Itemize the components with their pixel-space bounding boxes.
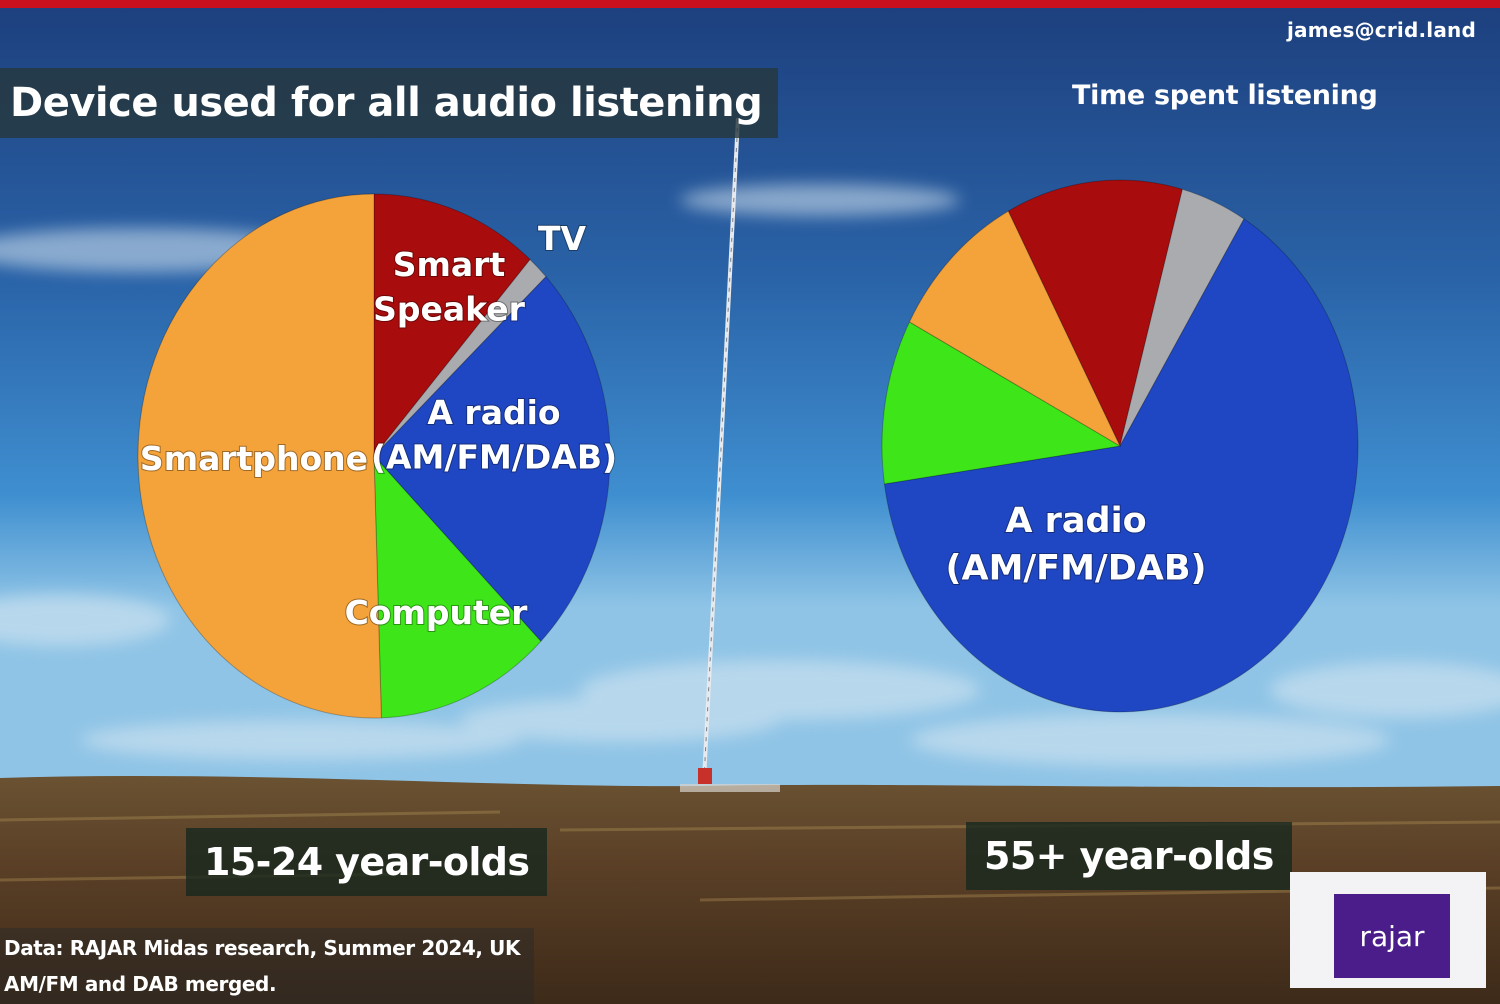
slice-label-line: Speaker: [373, 290, 525, 329]
rajar-logo-panel: rajar: [1290, 872, 1486, 988]
slice-label-a-radio-am-fm-dab: A radio (AM/FM/DAB): [945, 501, 1206, 588]
pie-slice-smartphone: [908, 210, 1122, 448]
transmitter-mast: [680, 117, 780, 792]
author-email: james@crid.land: [1286, 18, 1476, 42]
chart-subtitle: Time spent listening: [1072, 80, 1378, 111]
slice-label-smartphone: Smartphone: [140, 439, 368, 478]
pie-slice-computer: [881, 321, 1122, 485]
slice-label-a-radio-am-fm-dab: A radio (AM/FM/DAB): [371, 393, 617, 477]
pie-15-24: Smart Speaker TV A radio (AM/FM/DAB) Computer…: [137, 193, 618, 719]
slice-label-line: (AM/FM/DAB): [371, 438, 617, 477]
slice-label-line: A radio: [427, 393, 560, 432]
slice-label-line: Computer: [345, 593, 529, 632]
source-footnote: Data: RAJAR Midas research, Summer 2024,…: [0, 928, 535, 1004]
slice-label-line: (AM/FM/DAB): [945, 548, 1206, 588]
pie-slice-a-radio-am-fm-dab: [883, 218, 1359, 713]
slice-label-line: Smartphone: [140, 439, 368, 478]
pie-slice-smart-speaker: [1007, 179, 1183, 448]
slice-label-smart-speaker: Smart Speaker: [373, 245, 525, 329]
age-group-label-55-plus: 55+ year-olds: [966, 822, 1292, 890]
rajar-logo: rajar: [1334, 894, 1450, 978]
slice-label-tv: TV: [538, 219, 587, 258]
slice-label-computer: Computer: [345, 593, 529, 632]
footnote-line-1: Data: RAJAR Midas research, Summer 2024,…: [4, 936, 521, 960]
slide-title: Device used for all audio listening: [0, 68, 779, 138]
age-group-label-15-24: 15-24 year-olds: [186, 828, 548, 896]
pie-55-plus: A radio (AM/FM/DAB): [881, 179, 1359, 713]
pie-slice-computer: [373, 454, 542, 719]
pie-slice-tv: [373, 258, 547, 457]
pie-slice-smartphone: [137, 193, 382, 719]
pie-slice-tv: [1119, 188, 1245, 447]
slice-label-line: Smart: [393, 245, 506, 284]
pie-slice-a-radio-am-fm-dab: [373, 275, 611, 643]
pie-slice-smart-speaker: [373, 193, 531, 458]
top-red-bar: [0, 0, 1500, 8]
slice-label-line: TV: [538, 219, 587, 258]
clouds: [0, 184, 1500, 766]
slice-label-line: A radio: [1005, 501, 1146, 541]
rajar-logo-text: rajar: [1359, 919, 1425, 953]
footnote-line-2: AM/FM and DAB merged.: [4, 972, 277, 996]
